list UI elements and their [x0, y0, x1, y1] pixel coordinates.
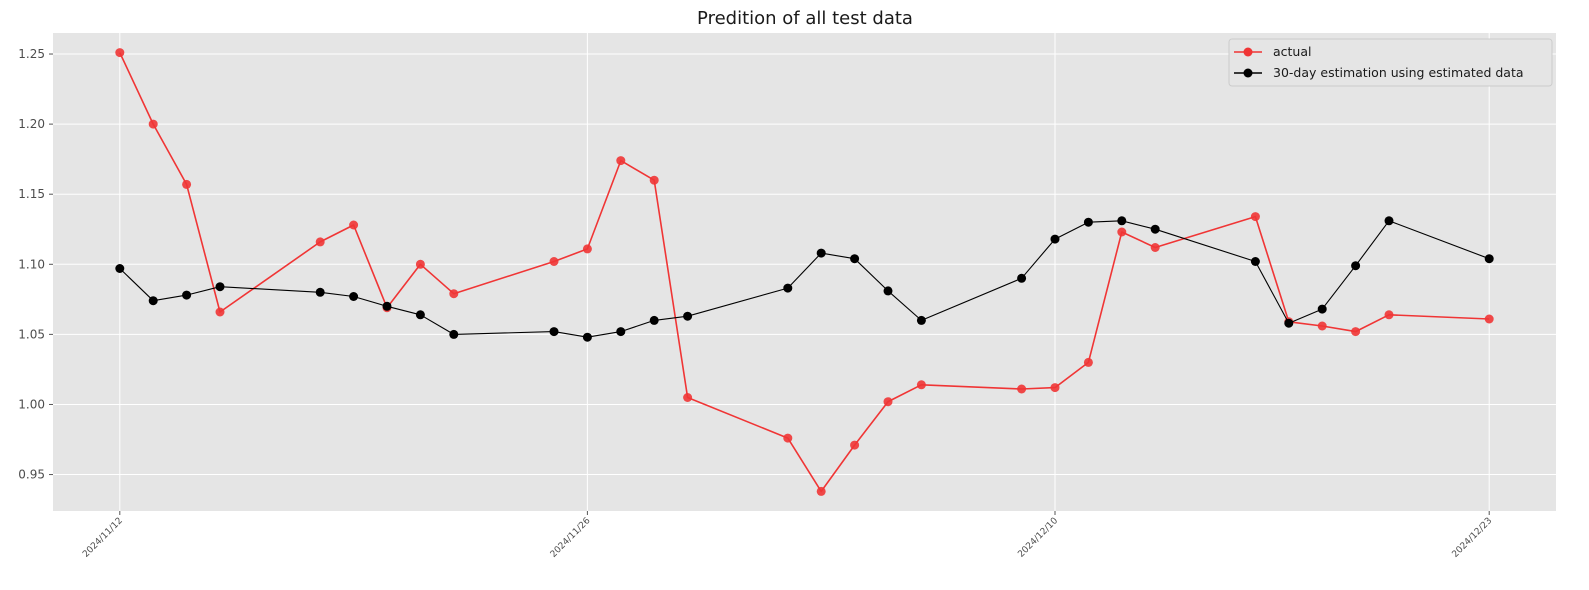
- legend-marker-actual: [1243, 47, 1253, 57]
- series-line-estimation: [119, 220, 1490, 338]
- data-point-estimation: [1017, 273, 1027, 283]
- y-tick-label: 1.25: [18, 47, 45, 61]
- data-point-estimation: [649, 315, 659, 325]
- y-tick-label: 1.10: [18, 257, 45, 271]
- legend-marker-estimation: [1243, 68, 1253, 78]
- y-tick-label: 1.05: [18, 327, 45, 341]
- legend-label-actual: actual: [1273, 44, 1312, 59]
- data-point-estimation: [582, 332, 592, 342]
- y-axis: 0.95 1.00 1.05 1.10 1.15 1.20 1.25: [18, 47, 53, 482]
- data-point-estimation: [1083, 217, 1093, 227]
- data-point-actual: [415, 259, 425, 269]
- data-point-estimation: [1384, 216, 1394, 226]
- data-point-estimation: [916, 315, 926, 325]
- data-point-estimation: [148, 296, 158, 306]
- data-point-actual: [182, 179, 192, 189]
- x-tick-label: 2024/12/23: [1451, 516, 1495, 560]
- data-point-actual: [850, 440, 860, 450]
- data-point-actual: [1050, 383, 1060, 393]
- data-point-actual: [649, 175, 659, 185]
- data-point-actual: [315, 237, 325, 247]
- series-line-actual: [119, 52, 1490, 493]
- data-point-estimation: [215, 282, 225, 292]
- data-point-actual: [883, 397, 893, 407]
- data-point-estimation: [1284, 318, 1294, 328]
- data-point-actual: [449, 289, 459, 299]
- data-point-actual: [916, 380, 926, 390]
- data-point-actual: [1150, 243, 1160, 252]
- data-point-estimation: [850, 254, 860, 264]
- data-point-actual: [1317, 321, 1327, 331]
- data-point-actual: [215, 307, 225, 317]
- data-point-estimation: [382, 301, 392, 311]
- plot-area: [53, 33, 1556, 511]
- y-tick-label: 0.95: [18, 468, 45, 482]
- data-point-estimation: [315, 287, 325, 297]
- data-point-estimation: [182, 290, 192, 300]
- data-point-actual: [1384, 310, 1394, 320]
- data-point-estimation: [1117, 216, 1127, 226]
- series-layer: [115, 48, 1494, 496]
- data-point-actual: [549, 257, 559, 266]
- data-point-actual: [1484, 314, 1494, 324]
- data-point-estimation: [449, 329, 459, 339]
- data-point-estimation: [349, 292, 359, 301]
- data-point-estimation: [115, 264, 125, 273]
- legend-box: [1228, 38, 1553, 87]
- data-point-estimation: [415, 310, 425, 320]
- data-point-actual: [1250, 212, 1260, 222]
- data-point-actual: [683, 393, 693, 402]
- data-point-estimation: [816, 248, 826, 258]
- x-tick-label: 2024/11/12: [81, 516, 125, 560]
- data-point-actual: [783, 433, 793, 443]
- chart-title: Predition of all test data: [697, 8, 913, 29]
- x-tick-label: 2024/12/10: [1016, 516, 1060, 560]
- y-tick-label: 1.20: [18, 117, 45, 131]
- data-point-actual: [582, 244, 592, 254]
- data-point-actual: [115, 48, 125, 58]
- data-point-estimation: [1317, 304, 1327, 314]
- y-tick-label: 1.15: [18, 187, 45, 201]
- data-point-estimation: [616, 327, 626, 337]
- x-tick-label: 2024/11/26: [549, 516, 593, 560]
- series-estimation: [115, 216, 1494, 342]
- data-point-estimation: [1484, 254, 1494, 264]
- data-point-estimation: [1150, 224, 1160, 234]
- data-point-actual: [616, 156, 626, 166]
- data-point-actual: [349, 220, 359, 230]
- data-point-actual: [148, 119, 158, 129]
- data-point-estimation: [1351, 261, 1361, 271]
- data-point-actual: [1351, 327, 1361, 337]
- series-actual: [115, 48, 1494, 496]
- data-point-estimation: [1250, 257, 1260, 266]
- data-point-estimation: [1050, 234, 1060, 244]
- data-point-estimation: [683, 311, 693, 321]
- data-point-actual: [1117, 227, 1127, 237]
- x-axis: 2024/11/12 2024/11/26 2024/12/10 2024/12/23: [81, 511, 1494, 560]
- legend: actual 30-day estimation using estimated…: [1228, 38, 1553, 87]
- legend-label-estimation: 30-day estimation using estimated data: [1273, 65, 1524, 80]
- data-point-estimation: [883, 286, 893, 296]
- y-tick-label: 1.00: [18, 397, 45, 411]
- data-point-actual: [1083, 357, 1093, 367]
- data-point-estimation: [549, 327, 559, 337]
- data-point-estimation: [783, 283, 793, 293]
- data-point-actual: [1017, 384, 1027, 394]
- data-point-actual: [816, 486, 826, 496]
